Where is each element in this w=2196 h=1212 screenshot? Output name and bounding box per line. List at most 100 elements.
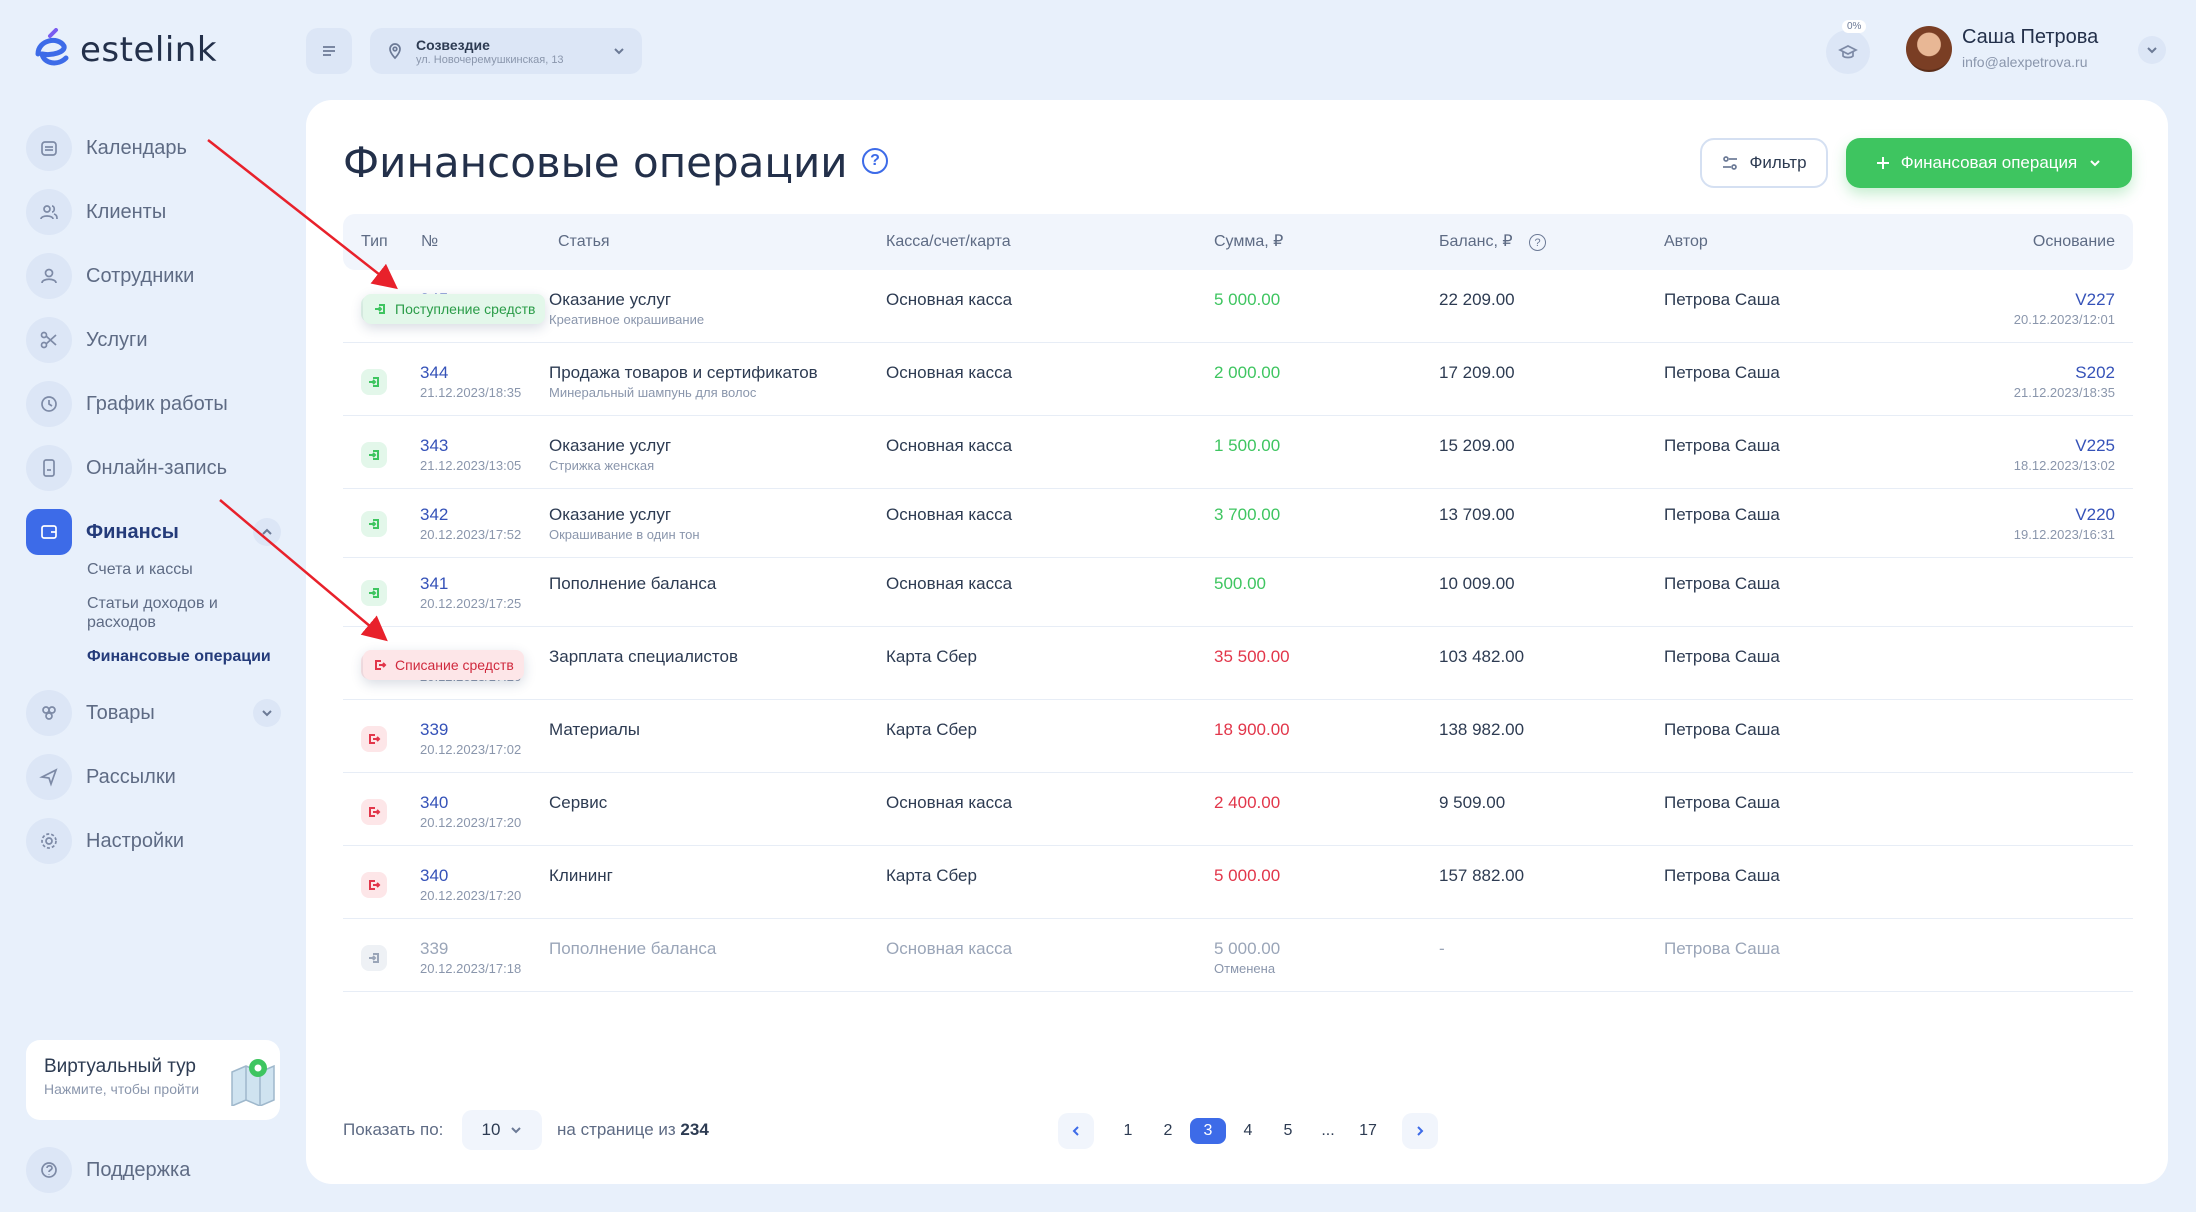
expense-tooltip: Списание средств <box>363 650 524 680</box>
operation-number[interactable]: 343 <box>420 436 449 455</box>
table-row[interactable]: 340 20.12.2023/17:20 Сервис Основная касса 2… <box>343 773 2133 846</box>
help-icon[interactable]: ? <box>1529 234 1546 251</box>
operation-number[interactable]: 339 <box>420 720 449 739</box>
pagination: 1 2 3 4 5... 17 <box>1044 1113 1452 1149</box>
operation-author: Петрова Саша <box>1664 939 1780 958</box>
operation-article: Оказание услуг <box>549 436 672 455</box>
page-button[interactable]: 17 <box>1359 1122 1377 1139</box>
operation-amount: 2 400.00 <box>1214 793 1281 812</box>
sidebar-item-settings[interactable]: Настройки <box>26 809 281 873</box>
tour-subtitle: Нажмите, чтобы пройти <box>44 1081 200 1097</box>
map-pin-icon <box>231 1059 275 1106</box>
chevron-down-icon[interactable] <box>253 699 281 727</box>
operation-number[interactable]: 342 <box>420 505 449 524</box>
operation-article: Оказание услуг <box>549 290 672 309</box>
page-button[interactable]: 5 <box>1283 1122 1293 1139</box>
income-type-icon[interactable] <box>361 442 387 468</box>
income-type-icon[interactable] <box>361 511 387 537</box>
table-row[interactable]: 343 21.12.2023/13:05 Оказание услуг Стрижка… <box>343 416 2133 489</box>
table-row[interactable]: 342 20.12.2023/17:52 Оказание услуг Окрашив… <box>343 485 2133 558</box>
operation-account: Карта Сбер <box>886 647 977 666</box>
income-icon <box>375 304 385 314</box>
operation-account: Основная касса <box>886 505 1013 524</box>
location-pin-icon <box>389 43 401 60</box>
table-row[interactable]: 340 20.12.2023/17:20 Клининг Карта Сбер 5 00… <box>343 846 2133 919</box>
logo[interactable]: estelink <box>28 28 217 72</box>
income-type-icon[interactable] <box>361 580 387 606</box>
col-article[interactable]: Статья <box>558 233 610 250</box>
col-account[interactable]: Касса/счет/карта <box>886 233 1011 250</box>
col-amount[interactable]: Сумма, ₽ <box>1214 233 1284 250</box>
table-row[interactable]: 341 20.12.2023/17:25 Пополнение баланса Осн… <box>343 554 2133 627</box>
sidebar-item-schedule[interactable]: График работы <box>26 372 281 436</box>
avatar[interactable] <box>1906 26 1952 72</box>
operation-basis[interactable]: S202 <box>2075 363 2115 382</box>
add-operation-button[interactable]: Финансовая операция <box>1846 138 2132 188</box>
operation-number[interactable]: 344 <box>420 363 449 382</box>
operation-amount: 500.00 <box>1214 574 1266 593</box>
sidebar-item-staff[interactable]: Сотрудники <box>26 244 281 308</box>
sidebar-item-products[interactable]: Товары <box>26 681 281 745</box>
gear-icon <box>26 818 72 864</box>
prev-page-button[interactable] <box>1058 1113 1094 1149</box>
col-type[interactable]: Тип <box>361 233 388 250</box>
operation-amount: 1 500.00 <box>1214 436 1281 455</box>
operation-amount: 2 000.00 <box>1214 363 1281 382</box>
table-row[interactable]: 34520.12.2023/12:01Оказание услугКреатив… <box>343 270 2133 343</box>
per-page-select[interactable]: 10 <box>462 1110 542 1150</box>
virtual-tour-card[interactable]: Виртуальный тур Нажмите, чтобы пройти <box>26 1040 280 1120</box>
subnav-operations[interactable]: Финансовые операции <box>87 648 271 665</box>
table-row[interactable]: 339 20.12.2023/17:18 Пополнение баланса Осн… <box>343 919 2133 992</box>
menu-toggle-button[interactable] <box>306 28 352 74</box>
expense-type-icon[interactable] <box>361 726 387 752</box>
location-select[interactable]: Созвездие ул. Новочеремушкинская, 13 <box>370 28 642 74</box>
col-author[interactable]: Автор <box>1664 233 1708 250</box>
page-button[interactable]: 1 <box>1123 1122 1133 1139</box>
next-page-button[interactable] <box>1402 1113 1438 1149</box>
income-type-icon[interactable] <box>361 945 387 971</box>
operation-amount: 5 000.00 <box>1214 939 1281 958</box>
onboarding-progress-button[interactable] <box>1826 30 1870 74</box>
operation-number[interactable]: 340 <box>420 866 449 885</box>
operation-number[interactable]: 339 <box>420 939 449 958</box>
user-menu-toggle[interactable] <box>2138 36 2166 64</box>
operation-author: Петрова Саша <box>1664 720 1780 739</box>
income-type-icon[interactable] <box>361 369 387 395</box>
sidebar-item-clients[interactable]: Клиенты <box>26 180 281 244</box>
sidebar-item-label: Настройки <box>86 829 185 852</box>
table-row[interactable]: 344 21.12.2023/18:35 Продажа товаров и сер… <box>343 343 2133 416</box>
subnav-articles[interactable]: Статьи доходов и расходов <box>87 595 218 631</box>
filter-button[interactable]: Фильтр <box>1700 138 1828 188</box>
col-balance[interactable]: Баланс, ₽ <box>1439 233 1513 250</box>
help-icon[interactable]: ? <box>862 148 888 174</box>
user-icon <box>26 253 72 299</box>
operation-basis[interactable]: V227 <box>2075 290 2115 309</box>
subnav-accounts[interactable]: Счета и кассы <box>87 561 193 578</box>
col-number[interactable]: № <box>421 233 439 250</box>
operation-basis[interactable]: V225 <box>2075 436 2115 455</box>
sidebar-item-online-booking[interactable]: Онлайн-запись <box>26 436 281 500</box>
sidebar-item-mailings[interactable]: Рассылки <box>26 745 281 809</box>
sidebar-item-calendar[interactable]: Календарь <box>26 116 281 180</box>
col-basis[interactable]: Основание <box>2032 233 2115 250</box>
page-button[interactable]: 4 <box>1243 1122 1253 1139</box>
expense-type-icon[interactable] <box>361 799 387 825</box>
tour-title: Виртуальный тур <box>44 1056 196 1077</box>
income-tooltip: Поступление средств <box>363 294 546 324</box>
page-button[interactable]: 2 <box>1163 1122 1173 1139</box>
expense-type-icon[interactable] <box>361 872 387 898</box>
operation-article: Пополнение баланса <box>549 939 717 958</box>
operation-basis-date: 21.12.2023/18:35 <box>2013 385 2115 400</box>
operation-number[interactable]: 341 <box>420 574 449 593</box>
operation-number[interactable]: 340 <box>420 793 449 812</box>
sidebar-item-services[interactable]: Услуги <box>26 308 281 372</box>
page-button[interactable]: 3 <box>1190 1118 1226 1144</box>
clock-icon <box>26 381 72 427</box>
operation-basis[interactable]: V220 <box>2075 505 2115 524</box>
chevron-up-icon[interactable] <box>253 518 281 546</box>
sidebar-item-finance[interactable]: Финансы <box>26 500 281 564</box>
sidebar-item-support[interactable]: Поддержка <box>26 1138 2196 1202</box>
chevron-down-icon <box>614 48 624 55</box>
table-row[interactable]: 339 20.12.2023/17:02 Материалы Карта Сбер 18… <box>343 700 2133 773</box>
